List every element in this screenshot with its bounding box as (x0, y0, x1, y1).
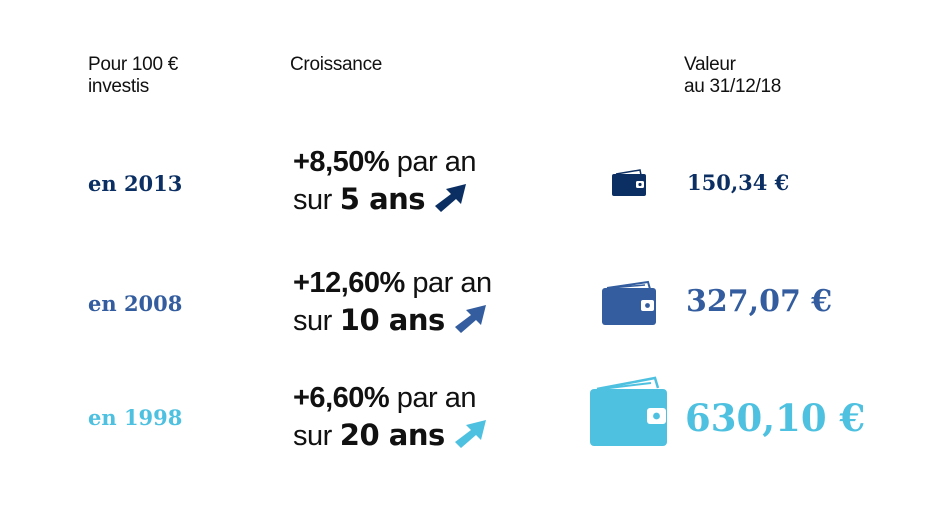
arrow-up-right-icon (454, 305, 486, 333)
header-value-line-1: Valeur (684, 54, 736, 75)
header-growth: Croissance (290, 54, 382, 76)
growth-period: par an (396, 382, 477, 414)
growth-duration-line: sur 20 ans (293, 417, 487, 455)
wallet-icon (602, 280, 656, 325)
growth-rate-line: +6,60% par an (293, 380, 487, 417)
growth-duration: 10 ans (339, 303, 445, 337)
header-value-line-2: au 31/12/18 (684, 76, 782, 97)
row-year: en 1998 (88, 405, 183, 430)
growth-period: par an (412, 267, 492, 299)
wallet-icon (590, 376, 667, 446)
row-year: en 2008 (88, 291, 183, 316)
row-growth: +12,60% par an sur 10 ans (293, 265, 492, 340)
header-growth-label: Croissance (290, 54, 383, 75)
growth-duration-line: sur 10 ans (293, 302, 492, 340)
header-invest: Pour 100 € investis (88, 54, 178, 98)
growth-duration: 20 ans (339, 418, 445, 452)
row-growth: +8,50% par an sur 5 ans (293, 144, 476, 219)
growth-period: par an (396, 146, 477, 178)
header-invest-line-2: investis (88, 76, 149, 97)
wallet-icon (612, 169, 646, 196)
growth-rate-line: +8,50% par an (293, 144, 476, 181)
row-amount: 327,07 € (686, 284, 833, 319)
growth-sur: sur (293, 420, 332, 452)
growth-sur: sur (293, 184, 332, 216)
row-year: en 2013 (88, 171, 183, 196)
row-amount: 150,34 € (687, 170, 790, 195)
growth-rate: +12,60% (293, 267, 405, 299)
arrow-up-right-icon (435, 184, 467, 212)
growth-duration: 5 ans (339, 182, 426, 216)
growth-sur: sur (293, 305, 332, 337)
header-value: Valeur au 31/12/18 (684, 54, 781, 98)
growth-rate: +8,50% (293, 146, 390, 178)
growth-duration-line: sur 5 ans (293, 181, 476, 219)
growth-rate: +6,60% (293, 382, 390, 414)
growth-rate-line: +12,60% par an (293, 265, 492, 302)
arrow-up-right-icon (454, 420, 486, 448)
row-growth: +6,60% par an sur 20 ans (293, 380, 487, 455)
header-invest-line-1: Pour 100 € (88, 54, 178, 75)
row-amount: 630,10 € (685, 396, 866, 440)
